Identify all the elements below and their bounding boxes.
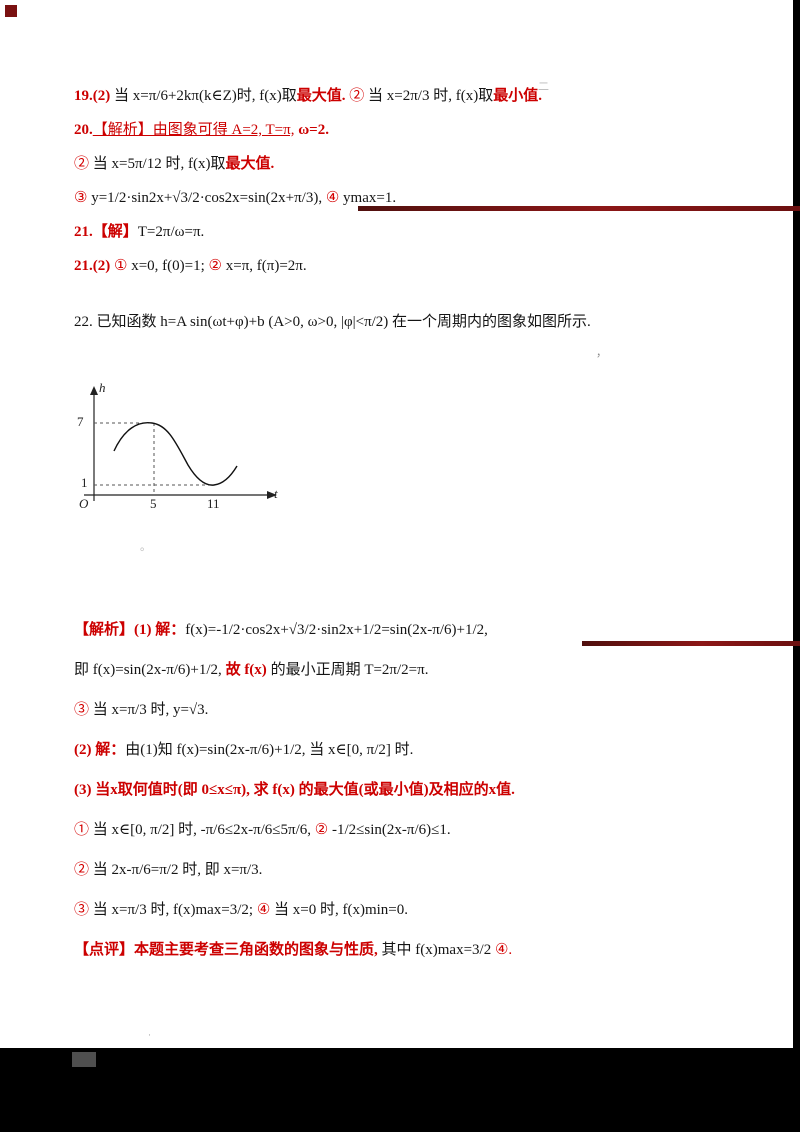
faint-mark: 二	[538, 81, 549, 93]
text-segment: 【解析】由图象可得 A=2, T=π,	[92, 122, 295, 138]
solution-line-5: (3) 当x取何值时(即 0≤x≤π), 求 f(x) 的最大值(或最小值)及相…	[74, 780, 774, 801]
scan-artifact-line	[582, 641, 800, 646]
text-segment: 故 f(x)	[225, 662, 271, 678]
text-segment: ②	[345, 88, 369, 104]
text-segment: 当 x=5π/12 时, f(x)取	[92, 156, 226, 172]
answer-line-21: 21.【解】T=2π/ω=π.	[74, 222, 774, 243]
text-segment: x=π, f(π)=2π.	[225, 258, 307, 274]
text-segment: (2) 解：	[74, 742, 126, 758]
text-segment: ①	[74, 822, 93, 838]
y-axis-arrow-icon	[90, 386, 98, 395]
text-segment: 其中 f(x)max=3/2	[381, 942, 495, 958]
function-graph: h 7 1 O 5 11 t	[66, 380, 298, 531]
graph-x-axis-label: t	[274, 486, 278, 501]
text-segment: 19.(2)	[74, 88, 114, 104]
text-segment: ④	[256, 902, 275, 918]
problem-statement: 22. 已知函数 h=A sin(ωt+φ)+b (A>0, ω>0, |φ|<…	[74, 312, 754, 333]
faint-mark: ·	[148, 1030, 151, 1040]
answer-line-20b: ② 当 x=5π/12 时, f(x)取最大值.	[74, 154, 774, 175]
text-segment: 21.(2)	[74, 258, 114, 274]
text-segment: ω=2.	[294, 122, 329, 138]
text-segment: ymax=1.	[343, 190, 397, 206]
text-segment: ④.	[494, 942, 513, 958]
document-page: 二 ， 。 · 19.(2) 当 x=π/6+2kπ(k∈Z)时, f(x)取最…	[0, 0, 793, 1048]
text-segment: ③	[74, 902, 93, 918]
page-footer-fragment	[72, 1052, 96, 1067]
text-segment: 当 2x-π/6=π/2 时, 即 x=π/3.	[92, 862, 263, 878]
text-segment: T=2π/ω=π.	[137, 224, 205, 240]
solution-block: 【解析】(1) 解：f(x)=-1/2·cos2x+√3/2·sin2x+1/2…	[74, 620, 774, 980]
text-segment: 的最小正周期 T=2π/2=π.	[270, 662, 429, 678]
text-segment: -1/2≤sin(2x-π/6)≤1.	[331, 822, 451, 838]
solution-line-2: 即 f(x)=sin(2x-π/6)+1/2, 故 f(x) 的最小正周期 T=…	[74, 660, 774, 681]
text-segment: 当 x∈[0, π/2] 时, -π/6≤2x-π/6≤5π/6,	[92, 822, 315, 838]
text-segment: 【点评】本题主要考查三角函数的图象与性质,	[74, 942, 382, 958]
graph-origin-label: O	[79, 496, 89, 511]
text-segment: ④	[325, 190, 344, 206]
solution-line-8: ③ 当 x=π/3 时, f(x)max=3/2; ④ 当 x=0 时, f(x…	[74, 900, 774, 921]
text-segment: ③	[74, 190, 92, 206]
text-segment: 【解析】(1) 解：	[74, 622, 186, 638]
text-segment: f(x)=-1/2·cos2x+√3/2·sin2x+1/2=sin(2x-π/…	[185, 622, 488, 638]
text-segment: ②	[208, 258, 226, 274]
text-segment: ②	[74, 156, 93, 172]
x-axis-arrow-icon	[267, 491, 277, 499]
text-segment: 最小值.	[493, 88, 542, 104]
text-segment: 当 x=π/3 时, y=√3.	[92, 702, 209, 718]
text-segment: ③	[74, 702, 93, 718]
text-segment: 当 x=π/3 时, f(x)max=3/2;	[92, 902, 257, 918]
solution-line-3: ③ 当 x=π/3 时, y=√3.	[74, 700, 774, 721]
text-segment: ②	[74, 862, 93, 878]
solution-line-9: 【点评】本题主要考查三角函数的图象与性质, 其中 f(x)max=3/2 ④.	[74, 940, 774, 961]
solution-line-1: 【解析】(1) 解：f(x)=-1/2·cos2x+√3/2·sin2x+1/2…	[74, 620, 774, 641]
solution-line-4: (2) 解：由(1)知 f(x)=sin(2x-π/6)+1/2, 当 x∈[0…	[74, 740, 774, 761]
faint-mark: 。	[140, 541, 151, 553]
problem-line-22: 22. 已知函数 h=A sin(ωt+φ)+b (A>0, ω>0, |φ|<…	[74, 312, 754, 333]
text-segment: 21.【解】	[74, 224, 138, 240]
text-segment: 20.	[74, 122, 93, 138]
faint-mark: ，	[596, 347, 607, 359]
answer-line-21b: 21.(2) ① x=0, f(0)=1; ② x=π, f(π)=2π.	[74, 256, 774, 277]
text-segment: x=0, f(0)=1;	[131, 258, 209, 274]
graph-y-tick-1: 1	[81, 475, 88, 490]
text-segment: 由(1)知 f(x)=sin(2x-π/6)+1/2, 当 x∈[0, π/2]…	[125, 742, 414, 758]
answer-line-20: 20.【解析】由图象可得 A=2, T=π, ω=2.	[74, 120, 774, 141]
text-segment: (3) 当x取何值时(即 0≤x≤π), 求 f(x) 的最大值(或最小值)及相…	[74, 782, 515, 798]
text-segment: 当 x=π/6+2kπ(k∈Z)时, f(x)取	[114, 88, 297, 104]
graph-y-axis-label: h	[99, 380, 106, 395]
text-segment: ①	[114, 258, 132, 274]
text-segment: y=1/2·sin2x+√3/2·cos2x=sin(2x+π/3),	[91, 190, 326, 206]
text-segment: 22. 已知函数 h=A sin(ωt+φ)+b (A>0, ω>0, |φ|<…	[74, 314, 591, 330]
text-segment: 当 x=2π/3 时, f(x)取	[368, 88, 494, 104]
solution-line-6: ① 当 x∈[0, π/2] 时, -π/6≤2x-π/6≤5π/6, ② -1…	[74, 820, 774, 841]
text-segment: 即 f(x)=sin(2x-π/6)+1/2,	[74, 662, 226, 678]
answer-line-20c: ③ y=1/2·sin2x+√3/2·cos2x=sin(2x+π/3), ④ …	[74, 188, 774, 209]
text-segment: 最大值.	[225, 156, 275, 172]
solution-line-7: ② 当 2x-π/6=π/2 时, 即 x=π/3.	[74, 860, 774, 881]
graph-canvas	[84, 386, 277, 501]
graph-curve	[113, 422, 238, 486]
graph-y-tick-7: 7	[77, 414, 84, 429]
answer-line-19: 19.(2) 当 x=π/6+2kπ(k∈Z)时, f(x)取最大值. ② 当 …	[74, 86, 774, 107]
scan-artifact-line	[358, 206, 800, 211]
corner-mark	[5, 5, 17, 17]
graph-x-tick-5: 5	[150, 496, 157, 511]
text-segment: ②	[314, 822, 332, 838]
graph-x-tick-11: 11	[207, 496, 220, 511]
answers-block: 19.(2) 当 x=π/6+2kπ(k∈Z)时, f(x)取最大值. ② 当 …	[74, 86, 774, 290]
text-segment: 最大值.	[296, 88, 346, 104]
text-segment: 当 x=0 时, f(x)min=0.	[274, 902, 409, 918]
